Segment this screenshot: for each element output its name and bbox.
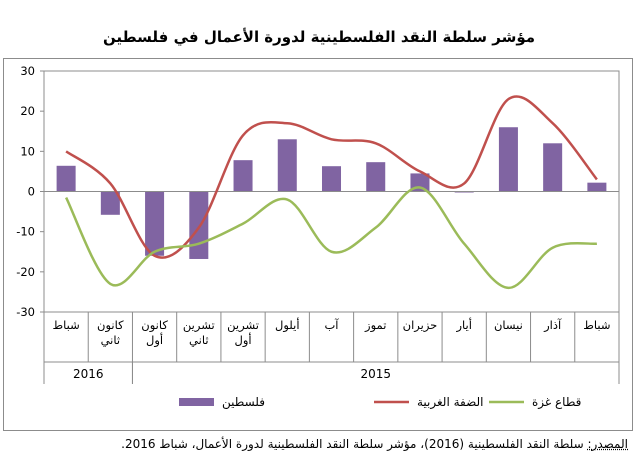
bar — [587, 182, 607, 192]
series-line — [65, 186, 597, 290]
y-tick-label: -20 — [16, 265, 35, 279]
y-tick-label: 20 — [20, 104, 35, 118]
bar — [100, 191, 120, 215]
bar — [366, 162, 386, 192]
source-note: المصدر: سلطة النقد الفلسطينية (2016)، مؤ… — [121, 437, 628, 451]
y-tick-label: 10 — [20, 144, 35, 158]
bar — [56, 165, 76, 192]
x-tick-label: ثاني — [189, 333, 209, 347]
y-tick-label: 30 — [20, 64, 35, 78]
chart-frame: -30 -20 -10 0 10 20 30 2015 2016 شباط آذار نيسان أيا… — [3, 58, 633, 431]
legend-label: قطاع غزة — [532, 395, 581, 410]
legend-label: الضفة الغربية — [417, 395, 484, 410]
legend-label: فلسطين — [222, 395, 265, 410]
bar — [233, 160, 253, 192]
bar — [321, 166, 342, 192]
x-tick-label: شباط — [583, 318, 610, 332]
x-tick-label: حزيران — [403, 318, 438, 333]
x-tick-label: تشرين — [227, 318, 259, 333]
x-tick-label: أول — [146, 332, 163, 348]
x-tick-label: أول — [234, 332, 251, 348]
x-tick-label: أيلول — [275, 317, 300, 333]
y-tick-label: -10 — [16, 225, 35, 239]
y-tick-label: -30 — [16, 305, 35, 319]
x-tick-label: تموز — [364, 318, 386, 333]
x-tick-label: شباط — [52, 318, 79, 332]
bar — [498, 127, 518, 192]
series-line — [65, 95, 598, 259]
x-tick-label: كانون — [97, 318, 124, 333]
source-label: المصدر: — [587, 437, 628, 451]
x-tick-label: نيسان — [494, 318, 523, 332]
legend-swatch — [179, 398, 214, 406]
x-tick-label: آب — [324, 318, 339, 332]
year-label: 2015 — [360, 367, 391, 381]
x-tick-label: تشرين — [183, 318, 215, 333]
bar — [145, 191, 165, 256]
chart-svg: -30 -20 -10 0 10 20 30 2015 2016 شباط آذار نيسان أيا… — [16, 64, 620, 410]
y-tick-label: 0 — [28, 185, 35, 199]
bar — [543, 143, 563, 192]
year-label: 2016 — [73, 367, 104, 381]
x-tick-label: أيار — [455, 317, 471, 333]
chart-title: مؤشر سلطة النقد الفلسطينية لدورة الأعمال… — [102, 28, 536, 46]
source-text: سلطة النقد الفلسطينية (2016)، مؤشر سلطة … — [121, 437, 588, 451]
x-tick-label: ثاني — [101, 333, 121, 347]
x-tick-label: آذار — [543, 318, 562, 333]
bar — [189, 191, 209, 259]
x-tick-label: كانون — [141, 318, 168, 333]
bar — [277, 139, 297, 192]
